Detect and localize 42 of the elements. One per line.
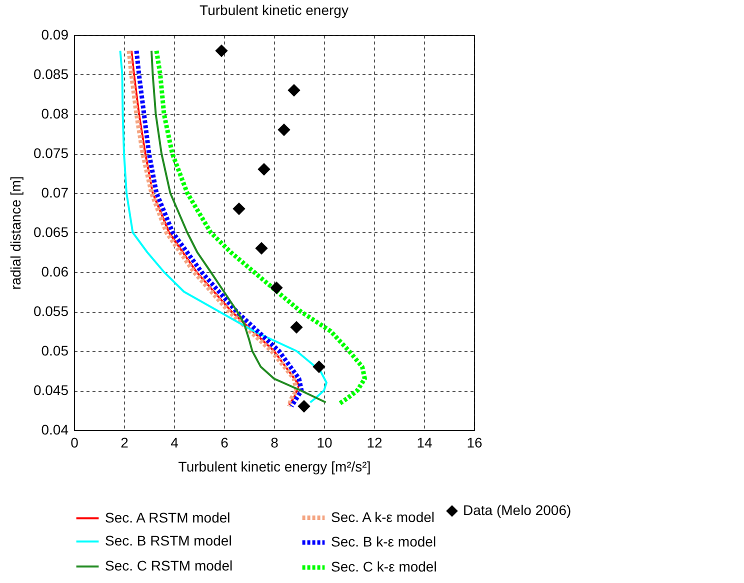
y-tick-label: 0.07	[41, 184, 69, 200]
x-tick-label: 2	[120, 434, 129, 450]
point	[312, 360, 326, 374]
x-tick-label: 14	[416, 434, 432, 450]
legend-label: Sec. C RSTM model	[105, 558, 233, 574]
x-tick-label: 10	[316, 434, 332, 450]
x-tick-label: 12	[366, 434, 382, 450]
point	[278, 123, 290, 136]
y-tick-label: 0.045	[33, 382, 69, 398]
x-tick-label: 4	[170, 434, 179, 450]
point	[258, 162, 270, 176]
y-tick-label: 0.075	[33, 145, 69, 161]
y-tick-label: 0.09	[41, 26, 69, 42]
line-series	[150, 50, 327, 404]
x-tick-label: 0	[70, 434, 79, 450]
point	[290, 320, 303, 334]
point	[288, 84, 300, 97]
line-series	[154, 48, 367, 406]
y-tick-label: 0.085	[33, 66, 69, 82]
x-tick-label: 6	[220, 434, 229, 450]
legend-label: Sec. A k-ε model	[331, 508, 435, 525]
x-tick-label: 16	[466, 434, 482, 450]
legend-label: Sec. A RSTM model	[105, 509, 230, 526]
legend-label: Sec. B RSTM model	[105, 532, 232, 548]
legend-label: Data (Melo 2006)	[463, 502, 572, 518]
point	[215, 44, 228, 58]
point	[232, 202, 246, 216]
y-tick-label: 0.065	[33, 224, 69, 240]
legend-label: Sec. B k-ε model	[331, 534, 436, 550]
y-tick-label: 0.055	[33, 303, 69, 319]
y-axis-title: radial distance [m]	[7, 176, 24, 290]
legend-label: Sec. C k-ε model	[331, 558, 437, 574]
x-tick-label: 8	[270, 434, 279, 450]
point	[298, 400, 310, 413]
point	[270, 281, 283, 294]
y-tick-label: 0.06	[41, 264, 69, 280]
point	[255, 242, 268, 255]
y-tick-label: 0.05	[41, 342, 69, 358]
x-axis-title: Turbulent kinetic energy [m²/s²]	[178, 458, 371, 474]
y-tick-label: 0.04	[41, 422, 69, 438]
y-tick-label: 0.08	[41, 106, 69, 122]
chart-title: Turbulent kinetic energy	[200, 2, 348, 18]
